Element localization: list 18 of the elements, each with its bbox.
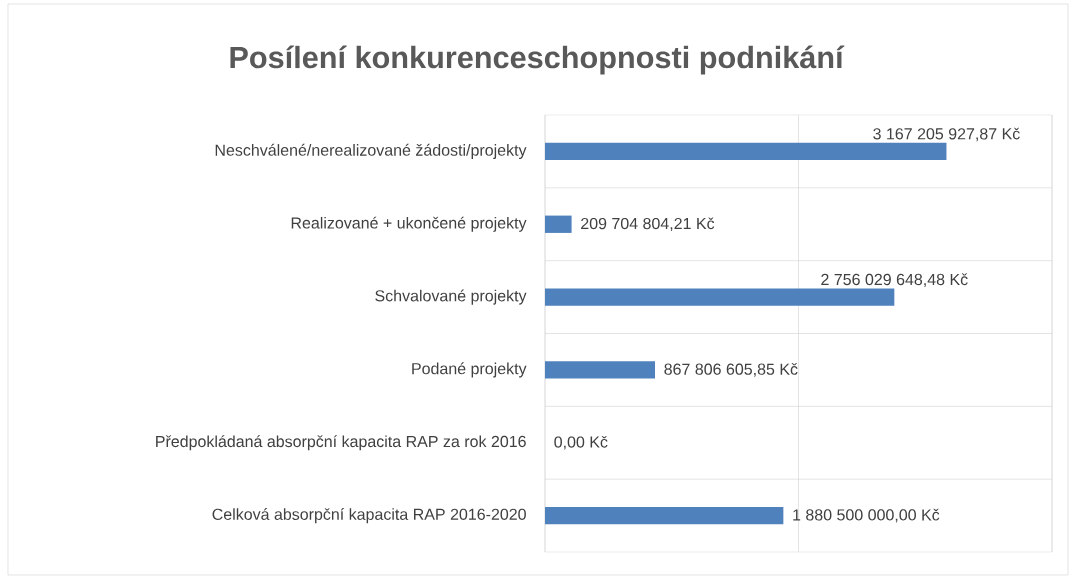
data-label: 209 704 804,21 Kč	[581, 217, 715, 232]
data-label: 3 167 205 927,87 Kč	[873, 127, 1020, 142]
bar	[545, 288, 895, 306]
y-tick-label: Realizované + ukončené projekty	[291, 216, 527, 232]
bar	[545, 361, 655, 379]
y-tick-label: Podané projekty	[412, 362, 527, 378]
y-tick-label: Celková absorpční kapacita RAP 2016-2020	[212, 508, 526, 524]
data-label: 2 756 029 648,48 Kč	[821, 273, 968, 288]
y-tick-label: Předpokládaná absorpční kapacita RAP za rok 2016	[156, 435, 526, 451]
y-tick-label: Neschválené/nerealizované žádosti/projekty	[215, 143, 527, 159]
y-tick-label: Schvalované projekty	[375, 289, 527, 305]
data-label: 0,00 Kč	[554, 435, 608, 450]
data-label: 1 880 500 000,00 Kč	[793, 508, 940, 523]
bar	[545, 142, 947, 161]
bar	[545, 215, 572, 233]
chart-title: Posílení konkurenceschopnosti podnikání	[230, 45, 845, 75]
data-label: 867 806 605,85 Kč	[664, 363, 798, 377]
bar	[545, 506, 784, 525]
